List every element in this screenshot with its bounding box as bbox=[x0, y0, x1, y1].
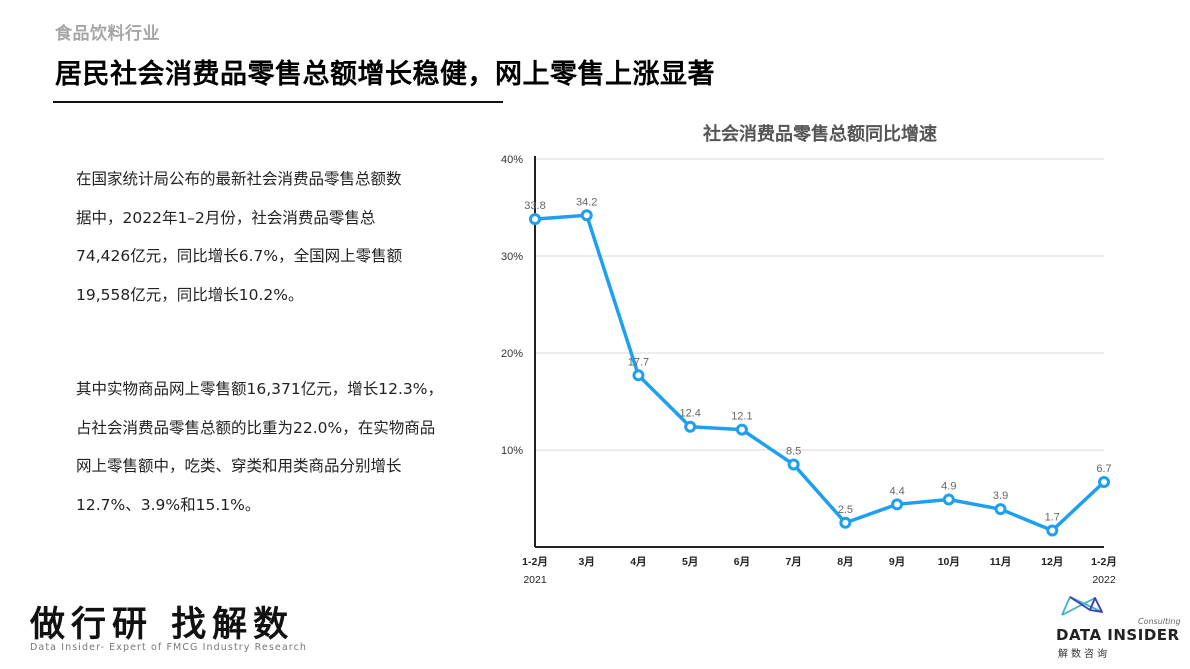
data-point bbox=[1046, 524, 1059, 537]
x-tick-label: 1-2月 bbox=[1091, 556, 1117, 568]
chart-title: 社会消费品零售总额同比增速 bbox=[703, 124, 937, 145]
data-label: 17.7 bbox=[628, 356, 649, 368]
data-label: 1.7 bbox=[1045, 512, 1060, 524]
text-line: 据中，2022年1–2月份，社会消费品零售总 bbox=[76, 208, 376, 227]
data-label: 3.9 bbox=[993, 490, 1008, 502]
data-point bbox=[632, 369, 645, 382]
x-tick-label: 5月 bbox=[682, 556, 698, 568]
data-label: 33.8 bbox=[524, 200, 545, 212]
paragraph-online-retail: 其中实物商品网上零售额16,371亿元，增长12.3%， 占社会消费品零售总额的… bbox=[76, 370, 486, 524]
data-point bbox=[891, 498, 904, 511]
data-point bbox=[942, 493, 955, 506]
y-tick-label: 10% bbox=[501, 445, 523, 457]
data-point bbox=[529, 213, 541, 226]
data-point bbox=[994, 503, 1007, 516]
data-label: 2.5 bbox=[838, 504, 853, 516]
data-point bbox=[839, 516, 852, 529]
paragraph-retail-summary: 在国家统计局公布的最新社会消费品零售总额数 据中，2022年1–2月份，社会消费… bbox=[76, 160, 486, 314]
data-label: 12.1 bbox=[731, 411, 752, 423]
x-tick-label: 9月 bbox=[889, 556, 905, 568]
industry-category: 食品饮料行业 bbox=[55, 24, 160, 44]
data-point bbox=[735, 423, 748, 436]
logo-name: DATA INSIDER bbox=[1056, 626, 1180, 644]
text-line: 12.7%、3.9%和15.1%。 bbox=[76, 495, 261, 514]
x-tick-label: 3月 bbox=[579, 556, 595, 568]
x-tick-label: 4月 bbox=[630, 556, 646, 568]
data-point bbox=[580, 209, 593, 222]
x-tick-label: 7月 bbox=[785, 556, 801, 568]
text-line: 74,426亿元，同比增长6.7%，全国网上零售额 bbox=[76, 247, 403, 265]
data-label: 4.9 bbox=[941, 480, 956, 492]
text-line: 19,558亿元，同比增长10.2%。 bbox=[76, 285, 304, 304]
title-divider bbox=[53, 101, 503, 103]
y-tick-label: 40% bbox=[501, 154, 523, 166]
slogan: 做行研 找解数 bbox=[30, 604, 295, 645]
x-tick-label: 10月 bbox=[938, 556, 960, 568]
series-line bbox=[534, 213, 1106, 533]
y-tick-label: 30% bbox=[501, 251, 523, 263]
text-line: 网上零售额中，吃类、穿类和用类商品分别增长 bbox=[76, 457, 402, 475]
data-label: 4.4 bbox=[889, 485, 904, 497]
tagline: Data Insider- Expert of FMCG Industry Re… bbox=[30, 642, 308, 653]
logo-consulting: Consulting bbox=[1138, 617, 1181, 626]
x-tick-label: 12月 bbox=[1041, 556, 1063, 568]
text-line: 其中实物商品网上零售额16,371亿元，增长12.3%， bbox=[76, 380, 443, 398]
x-tick-label: 6月 bbox=[734, 556, 750, 568]
year-label: 2021 bbox=[523, 574, 547, 586]
data-label: 12.4 bbox=[679, 408, 700, 420]
data-point bbox=[1098, 476, 1110, 489]
y-tick-label: 20% bbox=[501, 348, 523, 360]
x-tick-label: 8月 bbox=[837, 556, 853, 568]
data-insider-logo-icon bbox=[1061, 596, 1103, 616]
text-line: 在国家统计局公布的最新社会消费品零售总额数 bbox=[76, 170, 402, 188]
x-tick-label: 11月 bbox=[990, 556, 1012, 568]
data-label: 6.7 bbox=[1096, 463, 1111, 475]
logo-cn: 解数咨询 bbox=[1058, 649, 1110, 660]
data-point bbox=[684, 420, 697, 433]
text-line: 占社会消费品零售总额的比重为22.0%，在实物商品 bbox=[76, 418, 436, 437]
x-tick-label: 1-2月 bbox=[522, 556, 548, 568]
data-label: 34.2 bbox=[576, 196, 597, 208]
year-label: 2022 bbox=[1092, 574, 1116, 586]
data-point bbox=[787, 458, 800, 471]
page-title: 居民社会消费品零售总额增长稳健，网上零售上涨显著 bbox=[55, 59, 715, 90]
data-label: 8.5 bbox=[786, 446, 801, 458]
